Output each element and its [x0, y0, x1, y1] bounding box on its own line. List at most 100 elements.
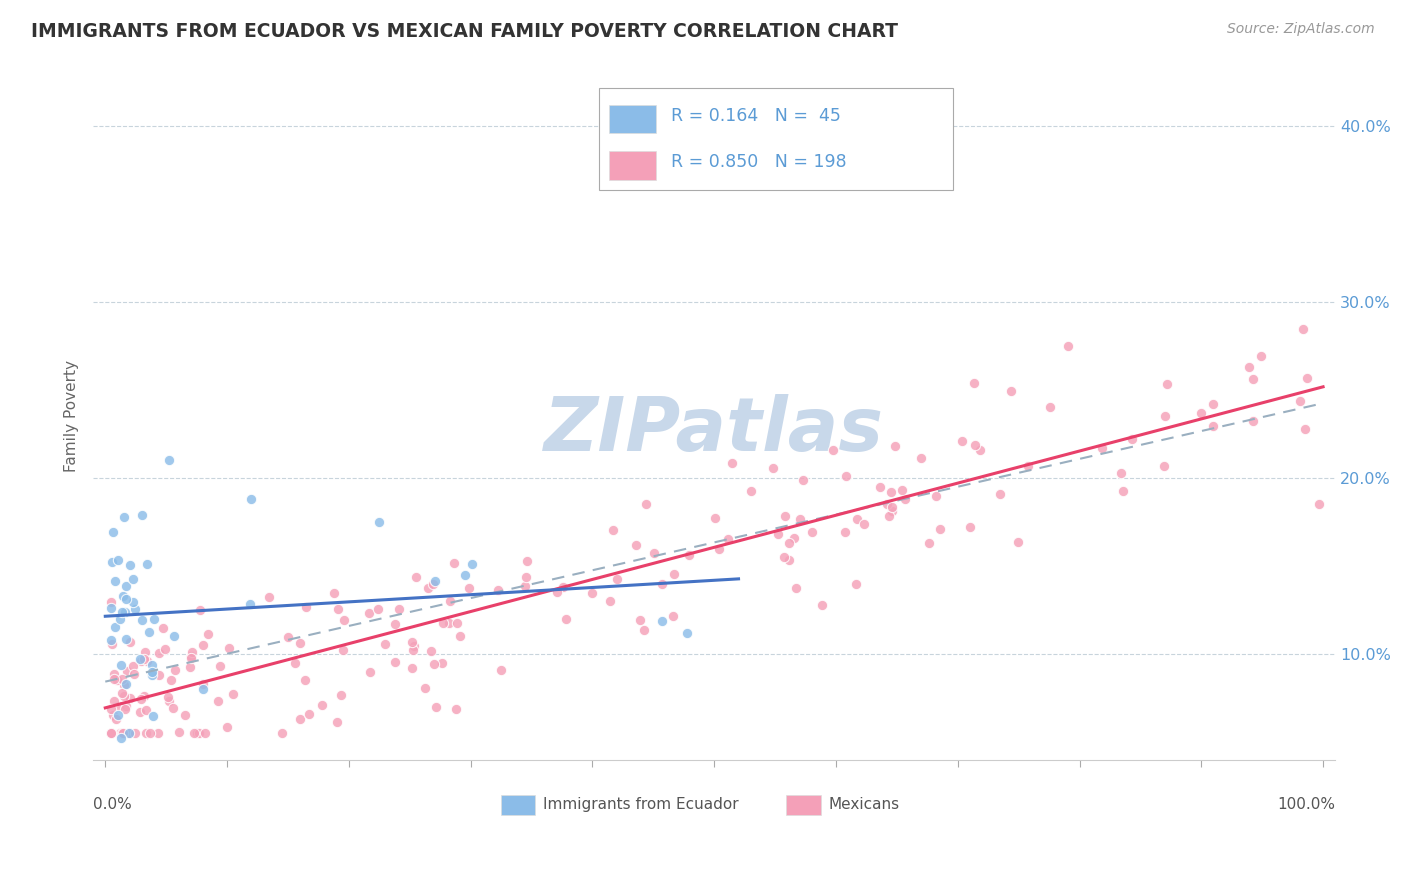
- Point: [792, 473, 814, 487]
- Point: [100, 726, 122, 740]
- Point: [555, 612, 578, 626]
- Point: [443, 556, 465, 570]
- Point: [891, 483, 914, 497]
- Point: [191, 682, 214, 697]
- Point: [115, 579, 138, 593]
- Point: [422, 577, 444, 591]
- Point: [801, 524, 824, 539]
- Point: [240, 491, 263, 506]
- Point: [194, 726, 217, 740]
- Point: [720, 456, 742, 470]
- Point: [111, 605, 134, 619]
- Point: [367, 602, 389, 616]
- Point: [651, 576, 673, 591]
- Point: [628, 613, 651, 627]
- Point: [136, 558, 159, 572]
- Point: [703, 510, 725, 524]
- Point: [134, 645, 156, 659]
- Point: [834, 525, 856, 540]
- Point: [624, 538, 647, 552]
- Point: [405, 570, 427, 584]
- Point: [880, 484, 903, 499]
- Point: [1091, 441, 1114, 455]
- Point: [122, 572, 145, 586]
- Point: [602, 523, 624, 537]
- Point: [141, 665, 163, 680]
- Point: [384, 655, 406, 669]
- Point: [115, 632, 138, 647]
- Point: [112, 589, 135, 603]
- Point: [101, 555, 124, 569]
- Point: [432, 615, 454, 630]
- Point: [209, 658, 232, 673]
- Point: [1308, 497, 1330, 511]
- Point: [1250, 350, 1272, 364]
- Point: [402, 643, 425, 657]
- Point: [148, 646, 170, 660]
- Point: [165, 664, 187, 678]
- Point: [460, 557, 482, 571]
- Point: [876, 497, 898, 511]
- Point: [114, 699, 136, 714]
- Point: [163, 629, 186, 643]
- Point: [778, 552, 800, 566]
- Point: [661, 608, 683, 623]
- Point: [633, 623, 655, 637]
- Point: [551, 580, 574, 594]
- Point: [423, 574, 446, 589]
- Point: [651, 614, 673, 628]
- Point: [111, 686, 134, 700]
- Point: [107, 707, 129, 722]
- Point: [1111, 467, 1133, 481]
- Point: [128, 652, 150, 666]
- Point: [188, 603, 211, 617]
- Point: [950, 434, 973, 448]
- Point: [111, 726, 134, 740]
- Point: [142, 709, 165, 723]
- Point: [112, 689, 135, 703]
- Point: [180, 648, 202, 663]
- Point: [773, 550, 796, 565]
- Point: [136, 654, 159, 668]
- Point: [100, 632, 122, 647]
- Point: [122, 595, 145, 609]
- Point: [789, 512, 811, 526]
- Point: [101, 637, 124, 651]
- Point: [404, 639, 426, 653]
- Point: [785, 582, 807, 596]
- Point: [846, 512, 869, 526]
- Point: [1007, 535, 1029, 549]
- Point: [761, 461, 783, 475]
- Point: [1292, 322, 1315, 336]
- Point: [969, 442, 991, 457]
- Point: [193, 676, 215, 690]
- Point: [599, 594, 621, 608]
- Point: [928, 523, 950, 537]
- Point: [118, 634, 141, 648]
- Point: [1241, 372, 1264, 386]
- Point: [606, 572, 628, 586]
- FancyBboxPatch shape: [501, 796, 536, 814]
- Point: [852, 516, 875, 531]
- Point: [290, 636, 312, 650]
- Point: [107, 553, 129, 567]
- Point: [515, 570, 537, 584]
- Point: [167, 724, 190, 739]
- Point: [108, 726, 131, 740]
- Point: [129, 654, 152, 668]
- Point: [180, 651, 202, 665]
- Point: [288, 712, 311, 726]
- Point: [131, 613, 153, 627]
- Point: [717, 532, 740, 546]
- Point: [191, 638, 214, 652]
- Point: [1289, 394, 1312, 409]
- Point: [328, 601, 350, 615]
- Point: [449, 629, 471, 643]
- Point: [118, 726, 141, 740]
- Text: R = 0.164   N =  45: R = 0.164 N = 45: [671, 106, 841, 125]
- Point: [107, 699, 129, 714]
- Text: 100.0%: 100.0%: [1277, 797, 1336, 813]
- Point: [882, 500, 904, 514]
- Point: [962, 376, 984, 390]
- Point: [709, 542, 731, 557]
